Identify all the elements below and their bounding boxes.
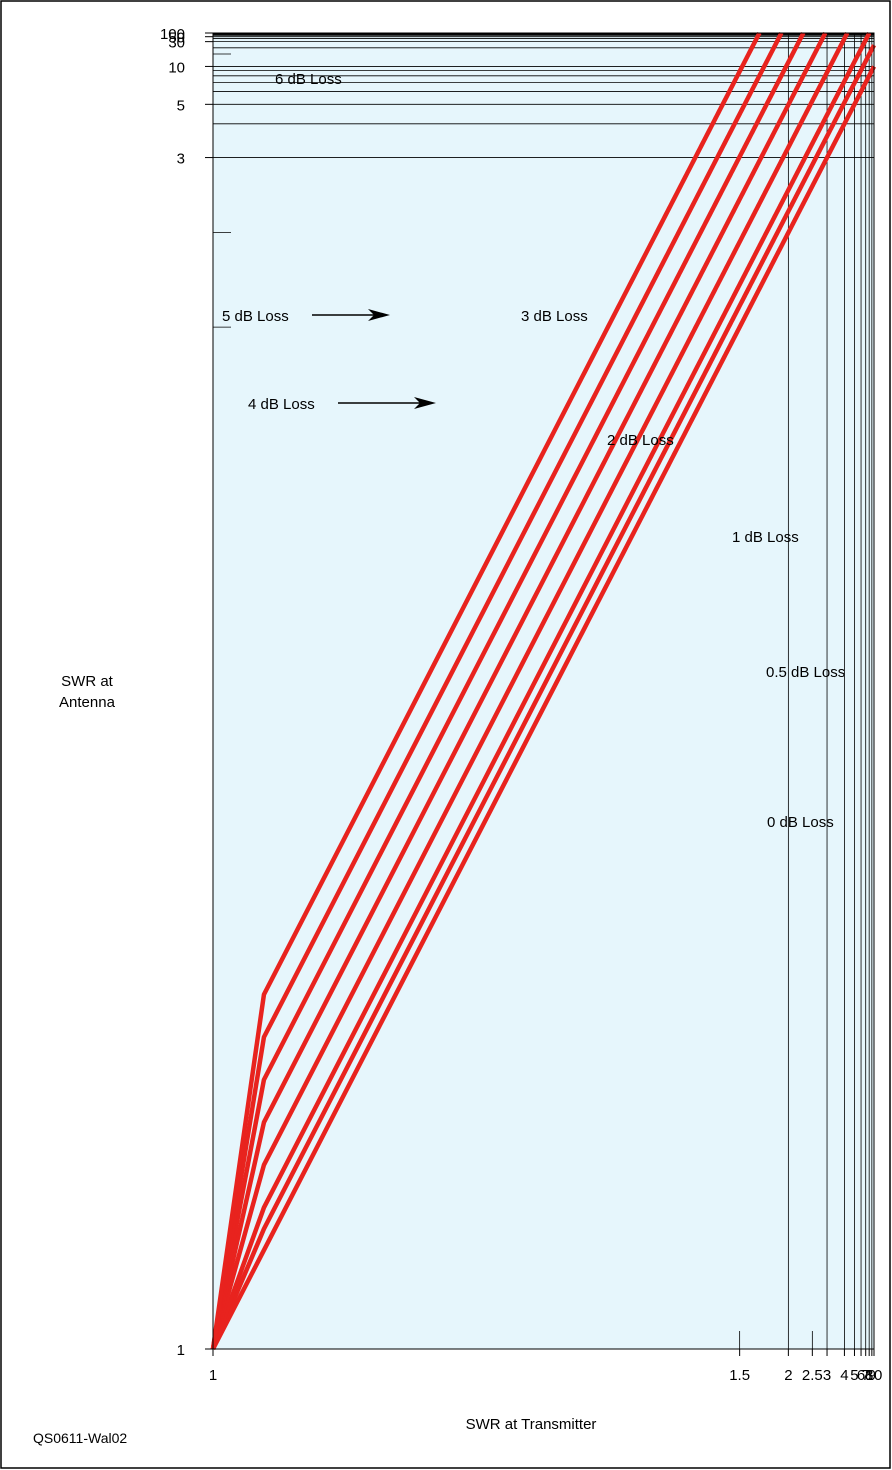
y-tick-label: 1 xyxy=(177,1342,185,1359)
series-label: 0.5 dB Loss xyxy=(766,664,845,681)
series-label: 5 dB Loss xyxy=(222,308,289,325)
x-tick-label: 2.5 xyxy=(802,1367,823,1384)
series-labels: 6 dB Loss 5 dB Loss 4 dB Loss 3 dB Loss 2 dB… xyxy=(222,71,845,831)
y-tick-label: 100 xyxy=(160,26,185,43)
grid-lines xyxy=(213,33,874,1349)
series-line xyxy=(210,30,828,1350)
x-tick-label: 8 xyxy=(865,1367,873,1384)
x-tick-label: 5 xyxy=(850,1367,858,1384)
series-line xyxy=(210,30,850,1350)
plot-frame xyxy=(212,32,875,1350)
y-tick-label: 50 xyxy=(168,30,185,47)
x-tick-label: 6 xyxy=(857,1367,865,1384)
y-tick-label: 5 xyxy=(177,97,185,114)
series-line xyxy=(210,30,806,1350)
x-tick-label: 9 xyxy=(868,1367,876,1384)
series-label: 0 dB Loss xyxy=(767,814,834,831)
x-tick-label: 10 xyxy=(866,1367,883,1384)
figure-id-label: QS0611-Wal02 xyxy=(33,1430,127,1446)
x-tick-label: 1 xyxy=(209,1367,217,1384)
series-label: 3 dB Loss xyxy=(521,308,588,325)
y-axis-title-line2: Antenna xyxy=(59,694,116,711)
x-tick-label: 1.5 xyxy=(729,1367,750,1384)
x-tick-label: 3 xyxy=(823,1367,831,1384)
x-tick-label: 2 xyxy=(784,1367,792,1384)
y-tick-label: 10 xyxy=(168,59,185,76)
series-lines xyxy=(210,30,877,1351)
series-label: 2 dB Loss xyxy=(607,432,674,449)
x-tick-label: 7 xyxy=(862,1367,870,1384)
x-axis-title: SWR at Transmitter xyxy=(466,1416,597,1433)
series-label: 1 dB Loss xyxy=(732,529,799,546)
series-line xyxy=(211,64,877,1351)
arrow-5db-head xyxy=(368,309,390,321)
y-tick-label: 3 xyxy=(177,151,185,168)
series-line xyxy=(210,31,872,1350)
arrow-4db-head xyxy=(414,397,436,409)
y-axis-title-line1: SWR at xyxy=(61,673,114,690)
series-line xyxy=(210,43,877,1350)
y-tick-label: 30 xyxy=(168,35,185,52)
x-tick-label: 4 xyxy=(840,1367,848,1384)
series-line xyxy=(210,31,784,1350)
series-line xyxy=(210,31,762,1350)
series-label: 4 dB Loss xyxy=(248,396,315,413)
series-label: 6 dB Loss xyxy=(275,71,342,88)
